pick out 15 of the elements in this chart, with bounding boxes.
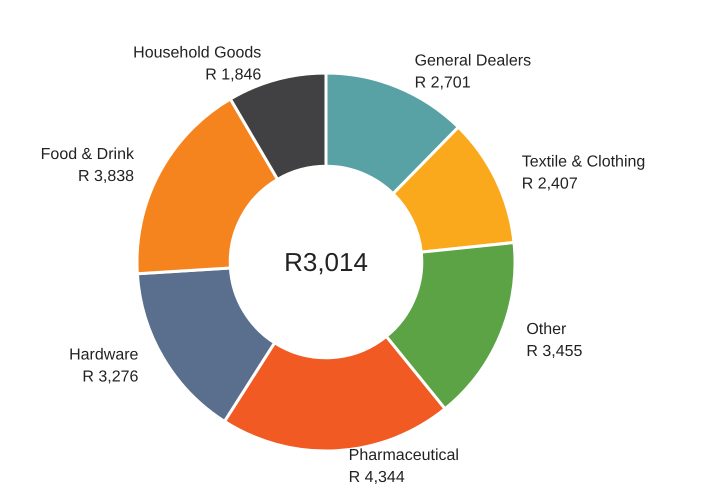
slice-label: Textile & Clothing (522, 154, 646, 171)
slice-label: Pharmaceutical (348, 447, 459, 464)
slice-label: Hardware (69, 346, 139, 364)
slice-label: General Dealers (414, 52, 532, 70)
data-label: R 2,701 (414, 74, 471, 92)
data-label: R 4,344 (348, 469, 405, 486)
slice-label: Other (526, 321, 568, 338)
data-label: R 3,838 (78, 168, 134, 186)
data-label: R 3,455 (526, 343, 582, 360)
data-label: R 3,276 (82, 368, 139, 386)
slice-label: Household Goods (133, 44, 262, 62)
data-label: R 1,846 (205, 66, 262, 84)
text: R3,014 (284, 247, 368, 277)
slice-label: Food & Drink (40, 146, 136, 164)
data-label: R 2,407 (522, 176, 578, 193)
